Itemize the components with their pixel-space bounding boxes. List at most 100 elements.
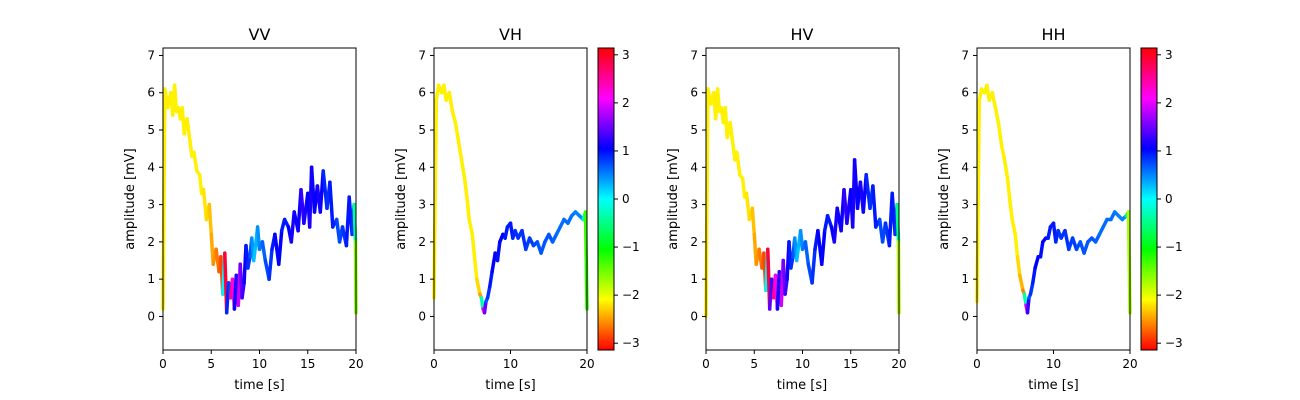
data-segment	[539, 240, 547, 255]
y-tick-label: 2	[418, 235, 426, 249]
y-tick-label: 3	[690, 198, 698, 212]
x-tick-label: 10	[252, 357, 267, 371]
colorbar-tick-label: 1	[622, 144, 630, 158]
data-segment	[1018, 273, 1025, 293]
panel-title: HH	[1041, 25, 1065, 44]
y-tick-label: 1	[418, 272, 426, 286]
colorbar-tick-label: −3	[1165, 336, 1183, 350]
x-tick-label: 15	[843, 357, 858, 371]
data-segment	[895, 202, 901, 244]
y-tick-label: 6	[418, 86, 426, 100]
data-segment	[277, 228, 284, 266]
data-segment	[467, 217, 475, 237]
colorbar-gradient	[597, 47, 615, 351]
data-segment	[990, 90, 998, 110]
data-segment	[825, 214, 834, 229]
y-tick-label: 2	[690, 235, 698, 249]
y-tick-label: 5	[418, 123, 426, 137]
y-tick-label: 2	[147, 235, 155, 249]
y-axis: 0 1 2 3 4 5 6 7	[147, 48, 163, 323]
colorbar-tick-label: 0	[622, 192, 630, 206]
y-tick-label: 6	[690, 86, 698, 100]
data-segment	[475, 277, 482, 296]
x-axis: 0 10 20	[430, 350, 595, 371]
data-segment	[240, 281, 246, 300]
y-tick-label: 0	[418, 309, 426, 323]
data-segment	[794, 243, 801, 263]
x-axis-label: time [s]	[485, 378, 535, 393]
x-tick-label: 5	[207, 357, 215, 371]
data-segment	[715, 87, 722, 114]
x-tick-label: 20	[579, 357, 594, 371]
data-segment	[789, 255, 795, 270]
colorbar: 3 2 1 0 −1 −2 −3	[597, 47, 640, 351]
x-tick-label: 5	[750, 357, 758, 371]
data-segment	[453, 120, 461, 143]
y-tick-label: 5	[690, 123, 698, 137]
x-tick-label: 0	[973, 357, 981, 371]
x-tick-label: 10	[795, 357, 810, 371]
colorbar-tick-label: 1	[1165, 144, 1173, 158]
y-tick-label: 4	[961, 160, 969, 174]
colorbar-tick-label: 2	[1165, 96, 1173, 110]
panel-vv: VV 0 5 10 15 20 0 1 2 3 4 5 6 7 time [s] amplitude …	[123, 25, 364, 393]
data-segment	[485, 284, 492, 300]
y-axis: 0 1 2 3 4 5 6 7	[690, 48, 706, 323]
data-segment	[1046, 225, 1053, 240]
data-segment	[260, 240, 268, 263]
x-axis: 0 5 10 15 20	[702, 350, 907, 371]
y-tick-label: 3	[961, 198, 969, 212]
y-axis-label: amplitude [mV]	[937, 148, 952, 250]
plot-frame	[976, 47, 1131, 351]
data-segment	[459, 158, 467, 181]
data-segment	[1025, 296, 1031, 315]
data-segment	[495, 240, 502, 263]
data-segment	[267, 247, 274, 281]
data-segment	[735, 150, 742, 177]
y-tick-label: 6	[147, 86, 155, 100]
data-segment	[172, 83, 179, 114]
colorbar-tick-label: 2	[622, 96, 630, 110]
data-segment	[456, 139, 464, 162]
data-segment	[1015, 255, 1022, 278]
data-series-layer	[432, 83, 589, 315]
data-segment	[993, 105, 1001, 125]
data-segment	[479, 296, 485, 311]
y-tick-label: 4	[147, 160, 155, 174]
y-tick-label: 6	[961, 86, 969, 100]
x-tick-label: 0	[430, 357, 438, 371]
y-tick-label: 1	[147, 272, 155, 286]
data-segment	[465, 195, 471, 222]
colorbar-tick-label: 0	[1165, 192, 1173, 206]
data-segment	[1008, 199, 1014, 222]
y-tick-label: 4	[418, 160, 426, 174]
colorbar-gradient	[1140, 47, 1158, 351]
x-axis: 0 5 10 15 20	[159, 350, 364, 371]
data-segment	[185, 117, 192, 143]
y-tick-label: 5	[961, 123, 969, 137]
x-axis-label: time [s]	[777, 378, 827, 393]
data-segment	[1013, 232, 1020, 259]
data-segment	[246, 255, 252, 270]
data-segment	[447, 90, 455, 114]
colorbar-tick-label: 3	[622, 48, 630, 62]
x-tick-label: 15	[300, 357, 315, 371]
data-segment	[803, 240, 811, 266]
data-segment	[1031, 266, 1037, 285]
x-axis: 0 10 20	[973, 350, 1138, 371]
data-segment	[1005, 176, 1012, 203]
panel-title: VV	[249, 25, 271, 44]
y-tick-label: 0	[690, 309, 698, 323]
y-axis: 0 1 2 3 4 5 6 7	[418, 48, 434, 323]
colorbar-ticks: 3 2 1 0 −1 −2 −3	[1157, 48, 1183, 350]
data-segment	[810, 247, 817, 285]
data-segment	[1033, 255, 1040, 270]
x-tick-label: 20	[348, 357, 363, 371]
y-tick-label: 7	[147, 48, 155, 62]
x-tick-label: 10	[503, 357, 518, 371]
data-segment	[820, 228, 827, 266]
y-tick-label: 5	[147, 123, 155, 137]
data-series-layer	[704, 87, 901, 319]
